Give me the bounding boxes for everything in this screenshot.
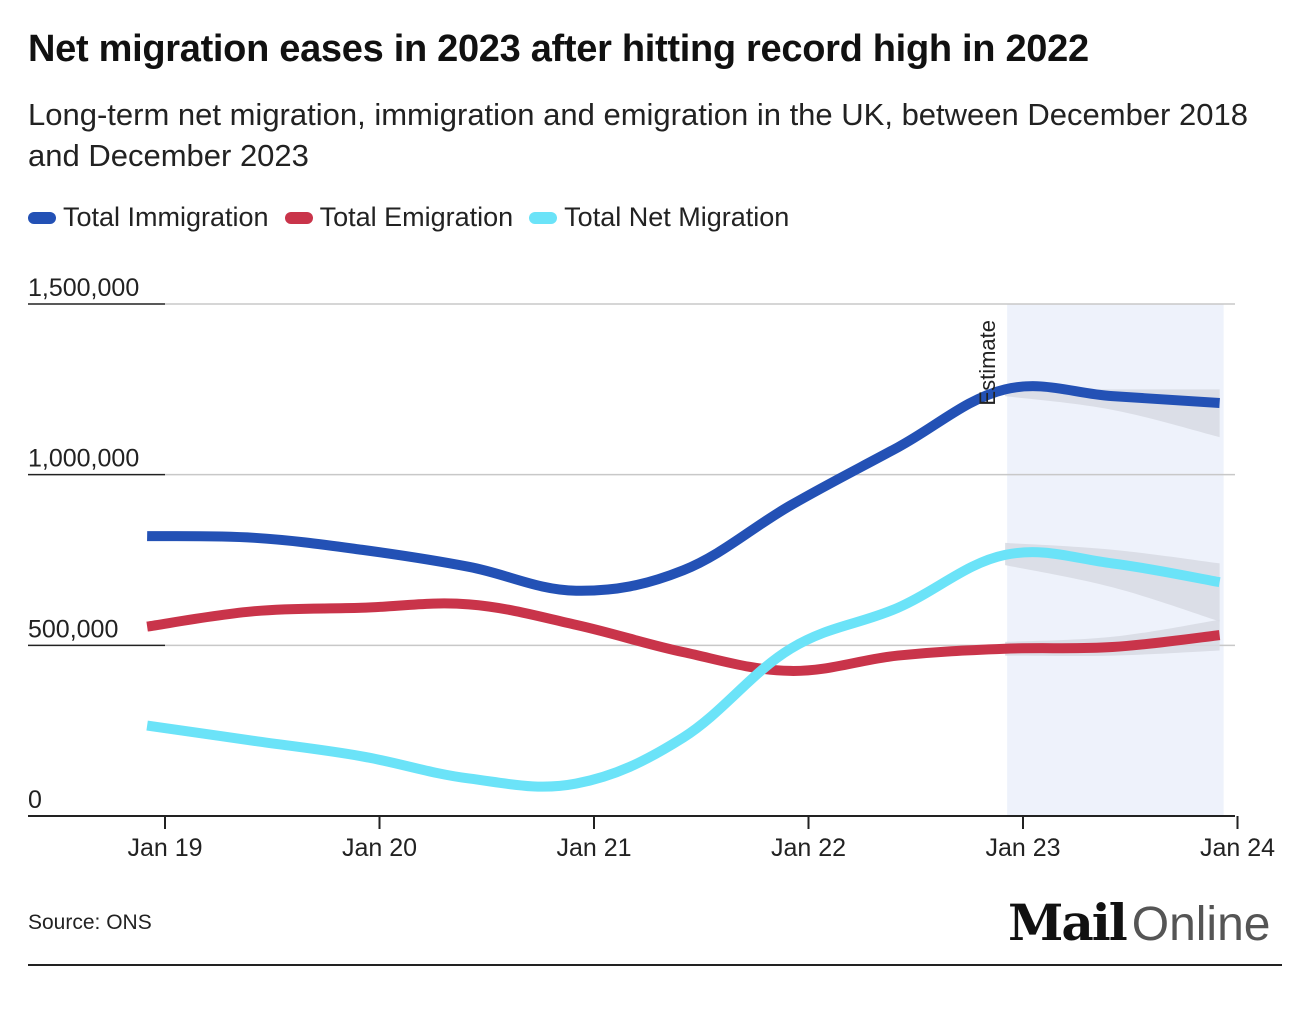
- legend-swatch-net-migration: [529, 211, 558, 224]
- series-line-emigration: [146, 598, 1221, 676]
- x-tick-label: Jan 23: [985, 834, 1060, 862]
- x-tick-label: Jan 22: [771, 834, 846, 862]
- legend-label-emigration: Total Emigration: [319, 202, 514, 232]
- legend-item-net-migration: Total Net Migration: [529, 202, 789, 233]
- source-note: Source: ONS: [28, 911, 152, 934]
- line-chart: 0 500,000 1,000,000 1,500,000 Estimate Jan 19…: [28, 274, 1275, 862]
- chart-legend: Total Immigration Total Emigration Total…: [28, 202, 805, 233]
- x-tick-label: Jan 19: [127, 834, 202, 862]
- legend-swatch-immigration: [28, 211, 56, 224]
- legend-label-net-migration: Total Net Migration: [564, 202, 790, 232]
- legend-label-immigration: Total Immigration: [63, 202, 269, 232]
- series-line-immigration: [147, 381, 1220, 596]
- legend-swatch-emigration: [284, 211, 313, 224]
- y-tick-label: 500,000: [28, 615, 118, 643]
- logo-online-text: Online: [1131, 898, 1271, 951]
- x-tick-label: Jan 21: [556, 834, 631, 862]
- estimate-label: Estimate: [975, 320, 1000, 406]
- x-tick-label: Jan 20: [342, 834, 417, 862]
- chart-title: Net migration eases in 2023 after hittin…: [28, 28, 1089, 70]
- y-tick-label: 1,000,000: [28, 445, 139, 473]
- legend-item-emigration: Total Emigration: [284, 202, 514, 233]
- series-line-net: [146, 547, 1221, 792]
- legend-item-immigration: Total Immigration: [28, 202, 269, 233]
- logo-mail-text: Mail: [1008, 893, 1128, 952]
- mailonline-logo: Mail Online: [1008, 893, 1270, 952]
- confidence-band-2: [1005, 542, 1220, 622]
- y-tick-label: 1,500,000: [28, 274, 139, 302]
- y-tick-label: 0: [28, 786, 42, 814]
- x-tick-label: Jan 24: [1200, 834, 1275, 862]
- chart-subtitle: Long-term net migration, immigration and…: [28, 97, 1248, 173]
- footer-divider: [28, 964, 1282, 966]
